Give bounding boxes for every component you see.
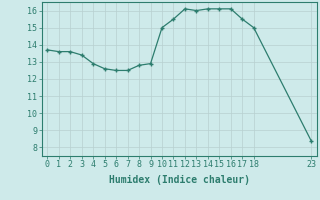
X-axis label: Humidex (Indice chaleur): Humidex (Indice chaleur) xyxy=(109,175,250,185)
